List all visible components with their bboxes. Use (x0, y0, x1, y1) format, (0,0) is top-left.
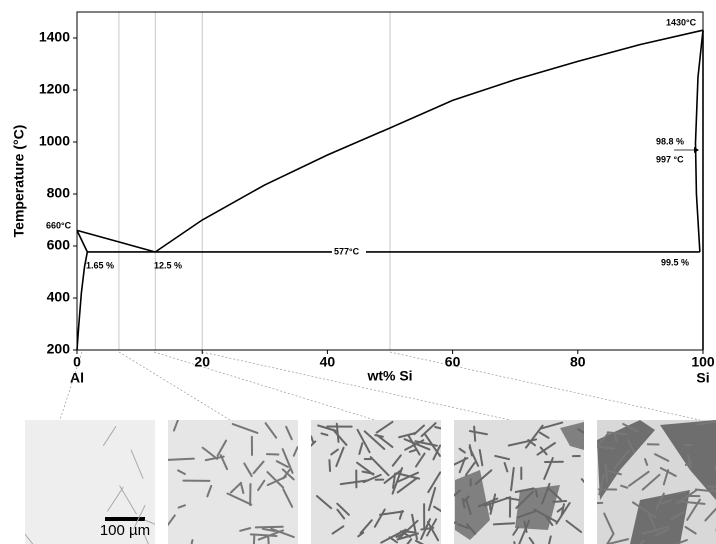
phase-boundary (155, 30, 703, 252)
x-tick-label: 40 (320, 354, 336, 370)
y-tick-label: 1400 (39, 29, 70, 45)
arrow-head (694, 147, 699, 153)
phase-boundary (77, 230, 155, 252)
x-tick-label: 80 (570, 354, 586, 370)
leader-line (202, 352, 510, 420)
leader-line (154, 352, 375, 420)
x-tick-label: 20 (194, 354, 210, 370)
x-tick-label: 100 (691, 354, 715, 370)
annotation: 98.8 % (656, 136, 684, 146)
annotation: 1430°C (666, 17, 697, 27)
x-tick-label: 60 (445, 354, 461, 370)
x-axis-label: wt% Si (366, 368, 412, 384)
phase-boundary (695, 30, 703, 252)
needle (678, 492, 685, 493)
needle (494, 523, 514, 524)
page: Temperature (°C) wt% Si Al Si 100 µm 200… (0, 0, 716, 544)
y-tick-label: 1200 (39, 81, 70, 97)
annotation: 660°C (46, 220, 72, 230)
needle (553, 501, 566, 502)
needle (474, 427, 475, 441)
annotation: 12.5 % (154, 260, 182, 270)
scale-bar-label: 100 µm (100, 522, 150, 539)
needle (256, 527, 283, 528)
leader-line (390, 352, 700, 420)
x-end-label: Si (696, 370, 709, 386)
y-tick-label: 1000 (39, 133, 70, 149)
annotation: 99.5 % (661, 257, 689, 267)
annotation: 577°C (334, 246, 360, 256)
y-tick-label: 200 (47, 341, 71, 357)
chart: Temperature (°C) wt% Si Al Si 100 µm 200… (0, 0, 716, 544)
leader-lines (60, 352, 700, 420)
needle (592, 503, 602, 504)
needle (166, 459, 194, 460)
y-tick-label: 600 (47, 237, 71, 253)
y-axis-label: Temperature (°C) (11, 125, 27, 238)
x-tick-label: 0 (73, 354, 81, 370)
needle (268, 537, 269, 544)
leader-line (119, 352, 230, 420)
annotation: 997 °C (656, 154, 684, 164)
y-tick-label: 400 (47, 289, 71, 305)
y-tick-label: 800 (47, 185, 71, 201)
needle (536, 490, 537, 496)
needle (329, 460, 330, 471)
needle (490, 504, 491, 510)
annotation: 1.65 % (86, 260, 114, 270)
